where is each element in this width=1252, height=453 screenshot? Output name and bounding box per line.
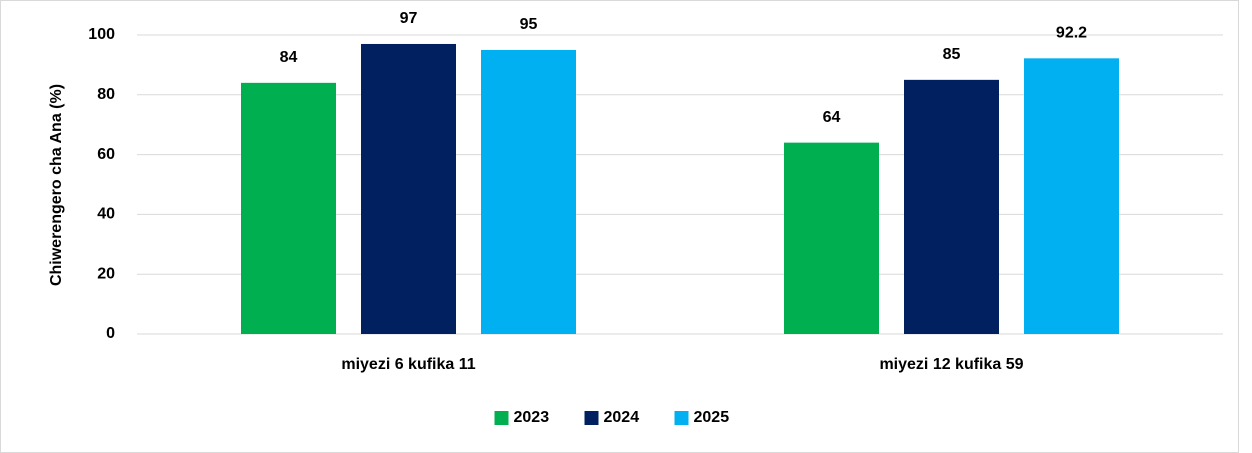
legend-label: 2024: [604, 409, 640, 426]
data-label: 97: [400, 10, 418, 27]
x-tick-label: miyezi 6 kufika 11: [341, 356, 475, 373]
y-tick-label: 80: [97, 86, 115, 103]
y-tick-label: 100: [88, 26, 115, 43]
data-label: 84: [280, 49, 298, 66]
y-axis-label: Chiwerengero cha Ana (%): [48, 84, 65, 286]
legend-swatch: [584, 411, 599, 425]
data-label: 85: [943, 46, 961, 63]
legend-swatch: [494, 411, 509, 425]
legend-label: 2025: [694, 409, 730, 426]
data-label: 92.2: [1056, 25, 1087, 42]
bar: [904, 79, 999, 334]
y-tick-label: 40: [97, 206, 115, 223]
bar: [784, 142, 879, 334]
bar: [361, 43, 456, 334]
bar: [241, 82, 336, 334]
bar: [481, 49, 576, 334]
data-label: 95: [520, 16, 538, 33]
legend-swatch: [674, 411, 689, 425]
y-tick-label: 60: [97, 146, 115, 163]
y-tick-label: 20: [97, 265, 115, 282]
legend-label: 2023: [514, 409, 550, 426]
y-tick-label: 0: [106, 325, 115, 342]
x-tick-label: miyezi 12 kufika 59: [879, 356, 1023, 373]
bar: [1024, 58, 1119, 335]
data-label: 64: [823, 109, 841, 126]
